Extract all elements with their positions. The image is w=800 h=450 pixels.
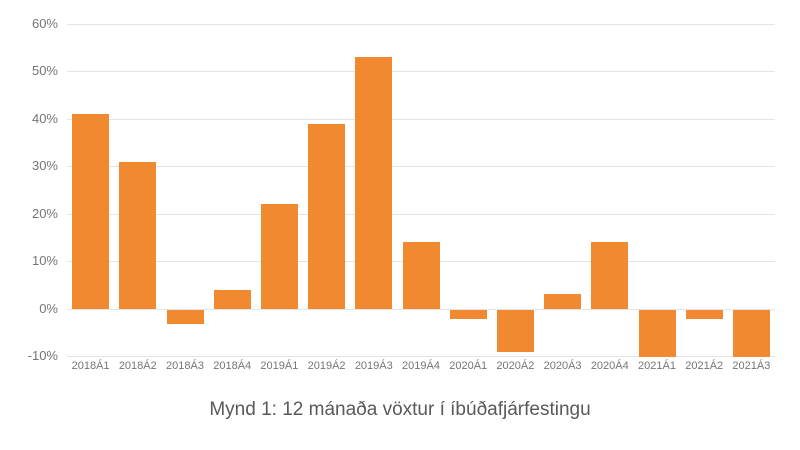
y-tick-label: 60% (31, 16, 58, 31)
x-tick-label: 2021Á3 (732, 360, 771, 372)
x-tick-label: 2020Á1 (449, 360, 488, 372)
x-tick-label: 2018Á2 (118, 360, 157, 372)
bar-20212 (685, 309, 723, 320)
x-tick-label: 2018Á1 (71, 360, 110, 372)
bar-20203 (544, 294, 582, 309)
bar-20213 (732, 309, 770, 357)
x-tick-label: 2021Á2 (685, 360, 724, 372)
gridline (67, 166, 775, 168)
x-tick-label: 2018Á4 (213, 360, 252, 372)
y-tick-label: -10% (27, 348, 58, 363)
y-tick-label: 0% (39, 300, 58, 316)
x-tick-label: 2020Á3 (543, 360, 582, 372)
bar-20211 (638, 309, 676, 357)
x-tick-label: 2021Á1 (638, 360, 676, 372)
chart-title: Mynd 1: 12 mánaða vöxtur í íbúðafjárfest… (209, 399, 591, 420)
x-tick-label: 2019Á1 (260, 360, 299, 372)
y-tick-label: 10% (31, 253, 58, 269)
y-tick-label: 30% (31, 158, 58, 174)
bar-20193 (355, 57, 393, 309)
x-tick-label: 2019Á2 (307, 360, 346, 372)
x-tick-label: 2020Á4 (590, 360, 629, 372)
x-tick-label: 2019Á4 (402, 360, 440, 372)
bar-20183 (166, 309, 204, 324)
bar-20202 (496, 309, 534, 353)
gridline (67, 24, 775, 25)
gridline (67, 308, 775, 310)
bar-20204 (591, 242, 629, 309)
x-tick-label: 2019Á3 (354, 360, 393, 372)
y-tick-label: 40% (31, 110, 58, 126)
bar-20192 (308, 123, 346, 309)
plot-area (67, 24, 775, 357)
x-tick-label: 2020Á2 (496, 360, 535, 372)
bar-20182 (119, 161, 157, 309)
gridline (67, 118, 775, 120)
y-tick-label: 20% (31, 205, 58, 221)
gridline (67, 356, 775, 357)
bar-20181 (72, 114, 110, 309)
bar-20184 (213, 289, 251, 309)
bar-20194 (402, 242, 440, 309)
y-tick-label: 50% (31, 63, 58, 79)
gridline (67, 71, 775, 73)
x-tick-label: 2018Á3 (166, 360, 204, 372)
bar-20201 (449, 309, 487, 320)
bar-20191 (260, 204, 298, 309)
gridline (67, 213, 775, 215)
